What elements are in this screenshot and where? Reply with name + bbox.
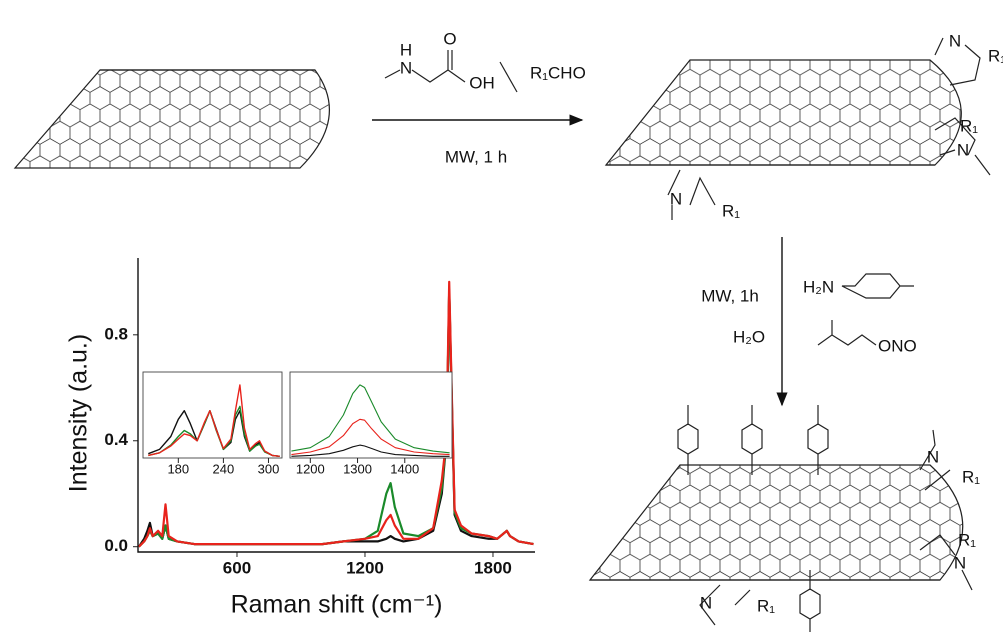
x-axis-label: Raman shift (cm⁻¹): [231, 591, 443, 619]
x-tick-label: 1400: [390, 461, 419, 476]
reaction-step-2: MW, 1h H₂N H₂O ONO: [701, 237, 917, 405]
x-tick-label: 1200: [296, 461, 325, 476]
n-label: N: [957, 140, 969, 159]
x-tick-label: 1800: [474, 558, 512, 577]
raman-charts: 600 1200 1800 0.0 0.4 0.8 Raman shift (cm⁻¹) In…: [65, 258, 535, 619]
nanotube-product-2: N R₁ R₁ N N R₁: [590, 405, 980, 632]
x-tick-label: 600: [223, 558, 251, 577]
r-label: R₁: [757, 596, 775, 615]
conditions: MW, 1 h: [445, 147, 507, 166]
glycine-bonds: [385, 50, 465, 82]
y-tick-label: 0.4: [104, 430, 128, 449]
acid-oh: OH: [469, 73, 495, 92]
solvent: H₂O: [733, 327, 765, 346]
separator: [500, 62, 517, 92]
conditions: MW, 1h: [701, 286, 759, 305]
n-label: N: [670, 189, 682, 208]
r-label: R₁: [962, 467, 980, 486]
r-label: R₁: [958, 530, 976, 549]
n-label: N: [927, 447, 939, 466]
isoamyl-chain: [818, 320, 876, 345]
reaction-step-1: H N O OH R₁CHO MW, 1 h: [372, 29, 586, 166]
r-label: R₁: [960, 116, 978, 135]
carbonyl-o: O: [443, 29, 456, 48]
x-tick-label: 1300: [343, 461, 372, 476]
nitrite: ONO: [878, 336, 917, 355]
x-tick-label: 300: [258, 461, 280, 476]
amine-n: N: [400, 58, 412, 77]
n-label: N: [700, 593, 712, 612]
r-label: R₁: [988, 46, 1003, 65]
x-tick-label: 1200: [346, 558, 384, 577]
y-tick-label: 0.0: [104, 536, 128, 555]
r-label: R₁: [722, 201, 740, 220]
x-tick-label: 180: [167, 461, 189, 476]
y-axis-label: Intensity (a.u.): [65, 334, 93, 492]
aldehyde: R₁CHO: [530, 63, 586, 82]
nanotube-start: [15, 70, 329, 168]
aryl-ring: [842, 274, 914, 298]
n-label: N: [954, 553, 966, 572]
n-label: N: [949, 31, 961, 50]
amine-h: H: [400, 40, 412, 59]
x-tick-label: 240: [213, 461, 235, 476]
nanotube-product-1: N R₁ R₁ N N R₁: [606, 31, 1003, 220]
aniline: H₂N: [803, 277, 834, 296]
figure: H N O OH R₁CHO MW, 1 h N R₁ R₁ N N R₁ MW…: [0, 0, 1003, 638]
y-tick-label: 0.8: [104, 324, 128, 343]
